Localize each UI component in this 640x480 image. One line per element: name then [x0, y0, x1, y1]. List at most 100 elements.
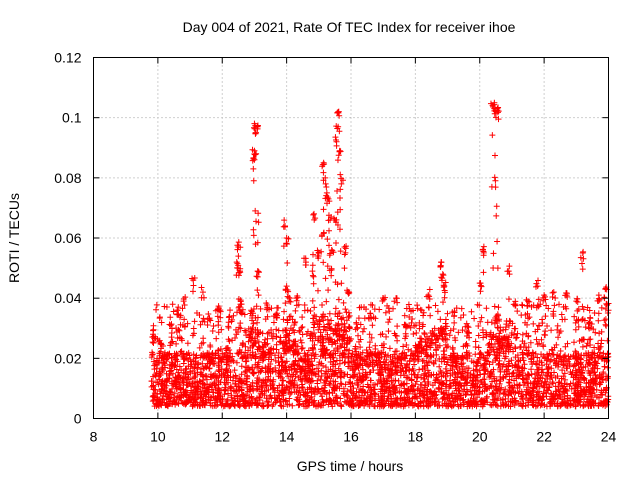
data-point — [491, 320, 498, 327]
data-point — [278, 403, 285, 410]
data-point — [242, 369, 249, 376]
data-point — [425, 373, 432, 380]
data-point — [320, 326, 327, 333]
data-point — [252, 340, 259, 347]
data-point — [341, 265, 348, 272]
data-point — [163, 370, 170, 377]
data-point — [334, 221, 341, 228]
data-point — [501, 342, 508, 349]
data-point — [337, 395, 344, 402]
data-point — [533, 391, 540, 398]
data-point — [334, 188, 341, 195]
data-point — [178, 367, 185, 374]
data-point — [336, 148, 343, 155]
data-point — [162, 352, 169, 359]
data-point — [318, 393, 325, 400]
data-point — [338, 321, 345, 328]
data-point — [588, 385, 595, 392]
data-point — [378, 342, 385, 349]
data-point — [296, 328, 303, 335]
data-point — [380, 296, 387, 303]
data-point — [350, 372, 357, 379]
data-point — [379, 297, 386, 304]
data-point — [258, 383, 265, 390]
data-point — [555, 334, 562, 341]
data-point — [538, 359, 545, 366]
data-point — [320, 206, 327, 213]
data-point — [420, 312, 427, 319]
data-point — [207, 360, 214, 367]
data-point — [323, 346, 330, 353]
data-point — [189, 275, 196, 282]
data-point — [224, 369, 231, 376]
data-point — [334, 157, 341, 164]
data-point — [414, 402, 421, 409]
data-point — [438, 389, 445, 396]
data-point — [175, 304, 182, 311]
data-point — [162, 390, 169, 397]
data-point — [463, 354, 470, 361]
data-point — [332, 136, 339, 143]
data-point — [526, 314, 533, 321]
data-point — [540, 353, 547, 360]
data-point — [554, 322, 561, 329]
data-point — [483, 355, 490, 362]
data-point — [214, 306, 221, 313]
data-point — [219, 396, 226, 403]
data-point — [320, 177, 327, 184]
data-point — [361, 325, 368, 332]
data-point — [418, 335, 425, 342]
data-point — [495, 385, 502, 392]
data-point — [561, 389, 568, 396]
data-point — [299, 344, 306, 351]
data-point — [167, 394, 174, 401]
x-tick-label: 20 — [472, 429, 488, 445]
data-point — [235, 239, 242, 246]
data-point — [228, 392, 235, 399]
data-point — [593, 381, 600, 388]
data-point — [337, 248, 344, 255]
data-point — [525, 315, 532, 322]
data-point — [595, 354, 602, 361]
data-point — [512, 344, 519, 351]
data-point — [337, 206, 344, 213]
data-point — [334, 281, 341, 288]
data-point — [153, 301, 160, 308]
data-point — [506, 376, 513, 383]
data-point — [434, 308, 441, 315]
data-point — [589, 355, 596, 362]
data-point — [508, 373, 515, 380]
data-point — [359, 366, 366, 373]
data-point — [336, 385, 343, 392]
data-point — [571, 339, 578, 346]
data-point — [417, 306, 424, 313]
data-point — [210, 372, 217, 379]
data-point — [330, 354, 337, 361]
data-point — [455, 390, 462, 397]
data-point — [496, 357, 503, 364]
data-point — [251, 369, 258, 376]
data-point — [203, 373, 210, 380]
data-point — [598, 328, 605, 335]
data-point — [598, 373, 605, 380]
data-point — [481, 366, 488, 373]
data-point — [234, 328, 241, 335]
data-point — [326, 310, 333, 317]
data-point — [338, 175, 345, 182]
data-point — [150, 393, 157, 400]
data-point — [318, 348, 325, 355]
data-point — [420, 392, 427, 399]
data-point — [333, 142, 340, 149]
data-point — [496, 345, 503, 352]
data-point — [217, 314, 224, 321]
data-point — [191, 274, 198, 281]
data-point — [342, 306, 349, 313]
data-point — [574, 359, 581, 366]
data-point — [367, 393, 374, 400]
data-point — [567, 401, 574, 408]
data-point — [258, 388, 265, 395]
data-point — [474, 360, 481, 367]
data-point — [383, 333, 390, 340]
data-point — [443, 323, 450, 330]
data-point — [332, 369, 339, 376]
